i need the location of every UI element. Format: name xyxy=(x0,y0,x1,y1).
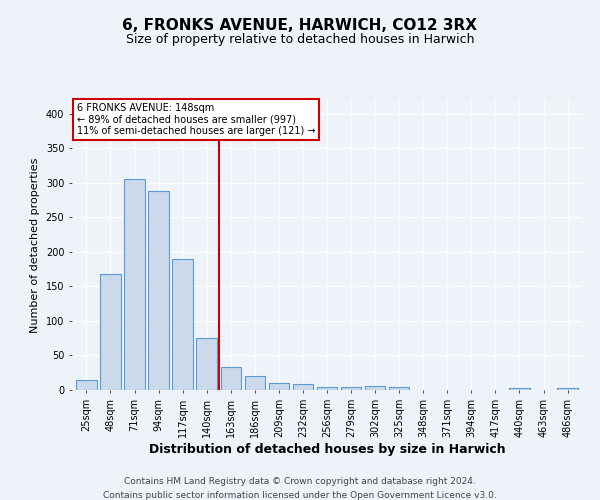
Text: Contains public sector information licensed under the Open Government Licence v3: Contains public sector information licen… xyxy=(103,491,497,500)
Bar xyxy=(293,384,313,390)
Bar xyxy=(509,388,530,390)
Bar xyxy=(245,376,265,390)
Text: Contains HM Land Registry data © Crown copyright and database right 2024.: Contains HM Land Registry data © Crown c… xyxy=(124,478,476,486)
Text: 6 FRONKS AVENUE: 148sqm
← 89% of detached houses are smaller (997)
11% of semi-d: 6 FRONKS AVENUE: 148sqm ← 89% of detache… xyxy=(77,103,316,136)
Y-axis label: Number of detached properties: Number of detached properties xyxy=(30,158,40,332)
Bar xyxy=(172,259,193,390)
Bar xyxy=(124,180,145,390)
Text: Size of property relative to detached houses in Harwich: Size of property relative to detached ho… xyxy=(126,32,474,46)
Bar xyxy=(196,338,217,390)
Bar xyxy=(76,380,97,390)
Bar xyxy=(221,367,241,390)
Bar xyxy=(365,386,385,390)
Bar xyxy=(269,383,289,390)
X-axis label: Distribution of detached houses by size in Harwich: Distribution of detached houses by size … xyxy=(149,442,505,456)
Bar xyxy=(389,387,409,390)
Bar xyxy=(148,191,169,390)
Bar xyxy=(557,388,578,390)
Bar xyxy=(341,386,361,390)
Bar xyxy=(100,274,121,390)
Bar xyxy=(317,386,337,390)
Text: 6, FRONKS AVENUE, HARWICH, CO12 3RX: 6, FRONKS AVENUE, HARWICH, CO12 3RX xyxy=(122,18,478,32)
